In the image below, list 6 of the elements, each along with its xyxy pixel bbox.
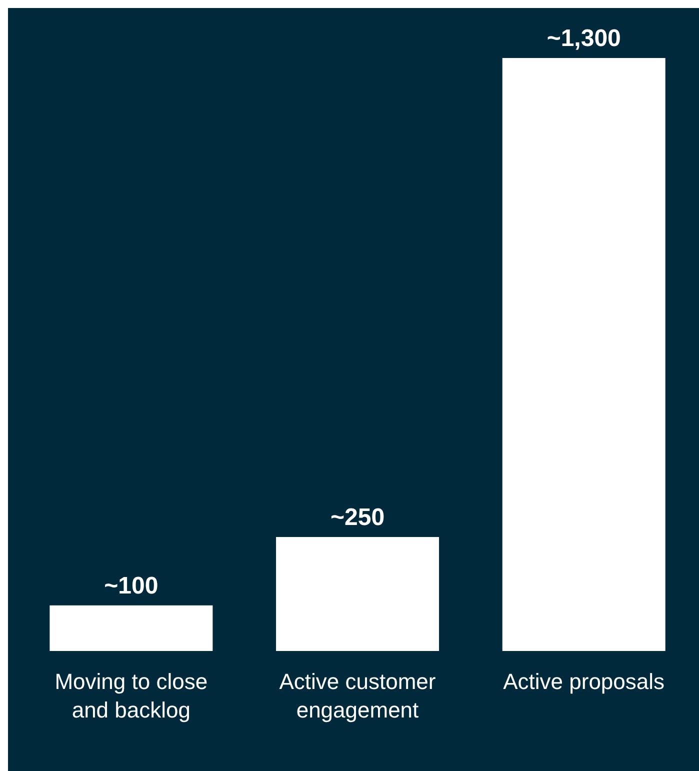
data-label: ~1,300 bbox=[546, 25, 621, 52]
x-tick-label: Active proposals bbox=[503, 669, 665, 694]
data-label: ~100 bbox=[104, 572, 158, 600]
data-label: ~250 bbox=[330, 504, 385, 531]
x-tick-label: Moving to close and backlog bbox=[54, 669, 208, 723]
x-tick-label: Active customer engagement bbox=[279, 669, 436, 723]
